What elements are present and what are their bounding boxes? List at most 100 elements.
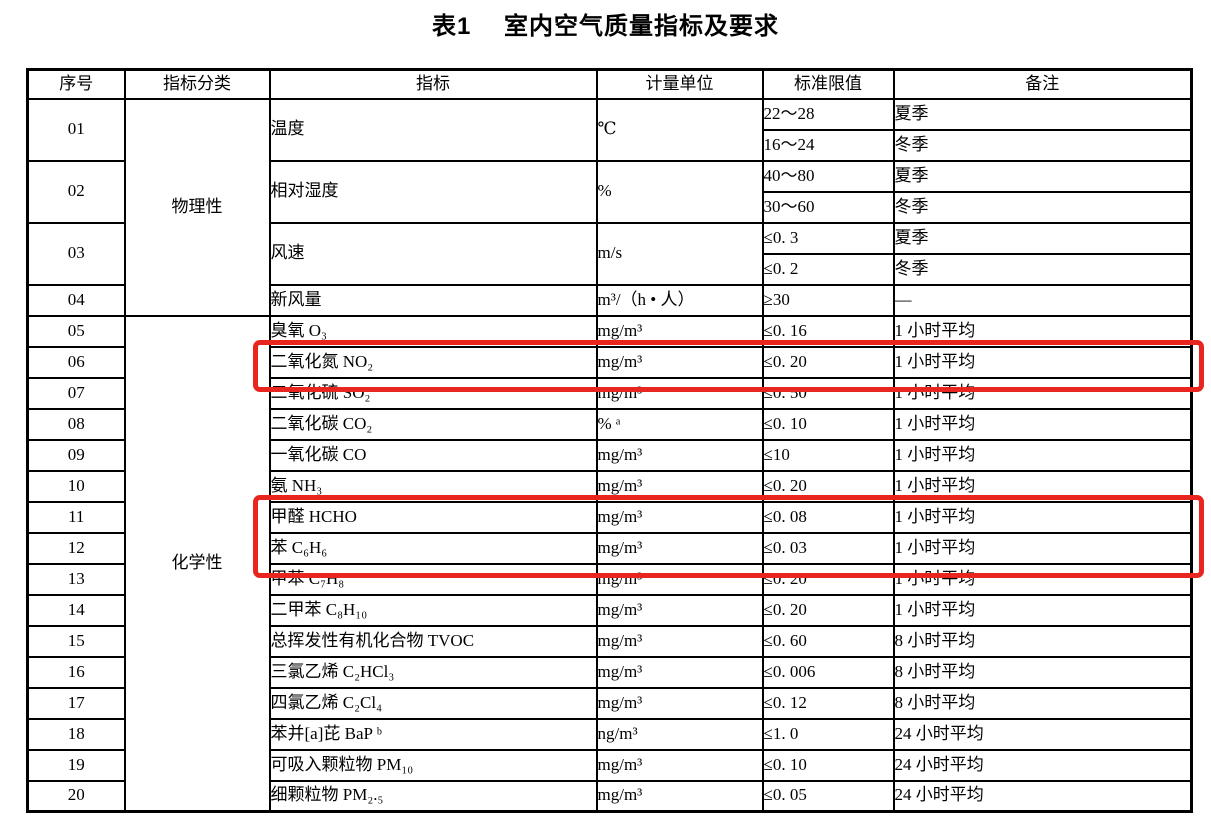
indicator-cell: 二氧化氮 NO₂	[268, 345, 598, 379]
row-number-cell: 19	[26, 748, 126, 782]
remark-cell: 1 小时平均	[892, 593, 1193, 627]
unit-cell: mg/m³	[595, 500, 764, 534]
unit-cell: %	[595, 159, 764, 224]
row-number-cell: 06	[26, 345, 126, 379]
header-row: 序号 指标分类 指标 计量单位 标准限值 备注	[26, 68, 1193, 100]
indicator-cell: 二甲苯 C₈H₁₀	[268, 593, 598, 627]
category-cell-physical: 物理性	[123, 97, 271, 317]
remark-cell: 1 小时平均	[892, 531, 1193, 565]
limit-cell: ≤0. 20	[761, 469, 895, 503]
indicator-cell: 二氧化硫 SO₂	[268, 376, 598, 410]
indicator-cell: 苯 C₆H₆	[268, 531, 598, 565]
indicator-cell: 苯并[a]芘 BaP ᵇ	[268, 717, 598, 751]
remark-cell: 8 小时平均	[892, 686, 1193, 720]
indicator-cell: 甲苯 C₇H₈	[268, 562, 598, 596]
remark-cell: 1 小时平均	[892, 469, 1193, 503]
row-number-cell: 15	[26, 624, 126, 658]
table-row-highlighted: 06 二氧化氮 NO₂ mg/m³ ≤0. 20 1 小时平均	[26, 345, 1193, 379]
limit-cell: 40～80	[761, 159, 895, 193]
limit-cell: ≥30	[761, 283, 895, 317]
indicator-cell: 风速	[268, 221, 598, 286]
remark-cell: 8 小时平均	[892, 624, 1193, 658]
unit-cell: ℃	[595, 97, 764, 162]
remark-cell: 24 小时平均	[892, 779, 1193, 813]
table-row: 30～60 冬季	[28, 190, 1193, 224]
remark-cell: 夏季	[892, 97, 1193, 131]
row-number-cell: 20	[26, 779, 126, 813]
limit-cell: 30～60	[761, 190, 895, 224]
remark-cell: 冬季	[892, 190, 1193, 224]
table-row: 15 总挥发性有机化合物 TVOC mg/m³ ≤0. 60 8 小时平均	[26, 624, 1193, 658]
row-number-cell: 16	[26, 655, 126, 689]
limit-cell: ≤0. 10	[761, 407, 895, 441]
unit-cell: mg/m³	[595, 779, 764, 813]
limit-cell: ≤10	[761, 438, 895, 472]
limit-cell: ≤0. 50	[761, 376, 895, 410]
limit-cell: 22～28	[761, 97, 895, 131]
header-remark: 备注	[892, 68, 1193, 100]
unit-cell: % ᵃ	[595, 407, 764, 441]
limit-cell: ≤0. 05	[761, 779, 895, 813]
row-number-cell: 07	[26, 376, 126, 410]
unit-cell: mg/m³	[595, 314, 764, 348]
unit-cell: mg/m³	[595, 376, 764, 410]
table-row: 08 二氧化碳 CO₂ % ᵃ ≤0. 10 1 小时平均	[26, 407, 1193, 441]
row-number-cell: 14	[26, 593, 126, 627]
indicator-cell: 氨 NH₃	[268, 469, 598, 503]
header-category: 指标分类	[123, 68, 271, 100]
row-number-cell: 11	[26, 500, 126, 534]
table-row: ≤0. 2 冬季	[28, 252, 1193, 286]
unit-cell: mg/m³	[595, 624, 764, 658]
row-number-cell: 05	[26, 314, 126, 348]
table-row: 01 物理性 温度 ℃ 22～28 夏季	[26, 97, 1193, 317]
table-row: 20 细颗粒物 PM₂.₅ mg/m³ ≤0. 05 24 小时平均	[26, 779, 1193, 813]
indicator-cell: 三氯乙烯 C₂HCl₃	[268, 655, 598, 689]
indicator-cell: 温度	[268, 97, 598, 162]
table-title: 表1 室内空气质量指标及要求	[431, 13, 779, 40]
row-number-cell: 04	[26, 283, 126, 317]
row-number-cell: 01	[26, 97, 126, 162]
limit-cell: ≤0. 03	[761, 531, 895, 565]
table-row: 05 化学性 臭氧 O₃ mg/m³ ≤0. 16 1 小时平均	[26, 314, 1193, 813]
table-row: 07 二氧化硫 SO₂ mg/m³ ≤0. 50 1 小时平均	[26, 376, 1193, 410]
limit-cell: ≤0. 20	[761, 345, 895, 379]
remark-cell: 1 小时平均	[892, 376, 1193, 410]
row-number-cell: 08	[26, 407, 126, 441]
limit-cell: ≤0. 16	[761, 314, 895, 348]
remark-cell: 冬季	[892, 252, 1193, 286]
remark-cell: 1 小时平均	[892, 438, 1193, 472]
remark-cell: —	[892, 283, 1193, 317]
remark-cell: 1 小时平均	[892, 407, 1193, 441]
row-number-cell: 17	[26, 686, 126, 720]
remark-cell: 1 小时平均	[892, 500, 1193, 534]
limit-cell: ≤0. 006	[761, 655, 895, 689]
table-row: 18 苯并[a]芘 BaP ᵇ ng/m³ ≤1. 0 24 小时平均	[26, 717, 1193, 751]
limit-cell: ≤0. 12	[761, 686, 895, 720]
table-row: 02 相对湿度 % 40～80 夏季	[26, 159, 1193, 224]
remark-cell: 24 小时平均	[892, 717, 1193, 751]
table-row-highlighted: 11 甲醛 HCHO mg/m³ ≤0. 08 1 小时平均	[26, 500, 1193, 534]
row-number-cell: 02	[26, 159, 126, 224]
table-row: 19 可吸入颗粒物 PM₁₀ mg/m³ ≤0. 10 24 小时平均	[26, 748, 1193, 782]
remark-cell: 夏季	[892, 159, 1193, 193]
table-row-highlighted: 12 苯 C₆H₆ mg/m³ ≤0. 03 1 小时平均	[26, 531, 1193, 565]
table-row: 04 新风量 m³/（h • 人） ≥30 —	[26, 283, 1193, 317]
unit-cell: mg/m³	[595, 562, 764, 596]
header-unit: 计量单位	[595, 68, 764, 100]
indicator-cell: 总挥发性有机化合物 TVOC	[268, 624, 598, 658]
remark-cell: 1 小时平均	[892, 345, 1193, 379]
row-number-cell: 18	[26, 717, 126, 751]
unit-cell: mg/m³	[595, 686, 764, 720]
limit-cell: ≤0. 08	[761, 500, 895, 534]
header-limit: 标准限值	[761, 68, 895, 100]
unit-cell: mg/m³	[595, 531, 764, 565]
limit-cell: ≤0. 2	[761, 252, 895, 286]
unit-cell: mg/m³	[595, 469, 764, 503]
limit-cell: ≤0. 60	[761, 624, 895, 658]
indicator-cell: 新风量	[268, 283, 598, 317]
unit-cell: mg/m³	[595, 593, 764, 627]
table-row: 09 一氧化碳 CO mg/m³ ≤10 1 小时平均	[26, 438, 1193, 472]
remark-cell: 24 小时平均	[892, 748, 1193, 782]
indicator-cell: 可吸入颗粒物 PM₁₀	[268, 748, 598, 782]
